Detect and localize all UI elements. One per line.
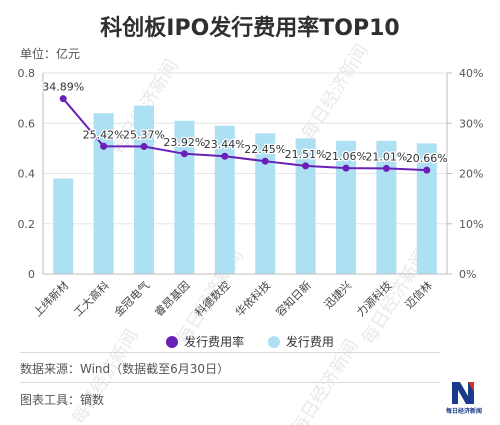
y-left-tick-label: 0.2 (18, 218, 36, 231)
divider-top (20, 352, 440, 353)
point-rate (100, 142, 108, 150)
point-rate (342, 164, 350, 172)
bar-fee (295, 138, 316, 274)
point-rate (302, 162, 310, 170)
publisher-logo-icon (452, 382, 474, 404)
legend-item-rate: 发行费用率 (166, 333, 244, 350)
publisher-logo-text: 每日经济新闻 (445, 408, 482, 415)
bar-fee (255, 133, 276, 274)
labels-layer: 34.89% 25.42%25.37%23.92%23.44%22.45%21.5… (41, 79, 449, 166)
bar-fee (376, 140, 397, 274)
legend-swatch-fee (267, 335, 280, 348)
data-label-rate: 25.42% (83, 128, 125, 141)
bar-fee (416, 143, 437, 274)
bar-fee (93, 113, 114, 274)
y-right-tick-label: 40% (459, 67, 483, 80)
bar-fee (53, 178, 74, 274)
tool-note: 图表工具：镝数 (20, 393, 105, 407)
x-tick-label: 睿昂基因 (152, 278, 193, 319)
data-label-rate: 25.37% (123, 129, 165, 142)
x-tick-label: 工大高科 (71, 278, 112, 319)
y-left-tick-label: 0 (28, 268, 35, 281)
legend: 发行费用率 发行费用 (0, 333, 500, 351)
legend-swatch-rate (166, 335, 179, 348)
y-right-tick-label: 20% (459, 168, 483, 181)
line-rate (62, 98, 427, 172)
point-rate (180, 150, 188, 158)
divider-bottom (20, 382, 440, 383)
chart-title: 科创板IPO发行费用率TOP10 (100, 16, 400, 41)
data-label-rate: 21.01% (365, 150, 407, 163)
watermark-text: 每日经济新闻 (298, 41, 373, 144)
line-layer (59, 95, 431, 174)
bar-fee (214, 125, 235, 274)
point-rate (221, 152, 229, 160)
y-left-tick-label: 0.6 (18, 117, 36, 130)
legend-label-fee: 发行费用 (285, 335, 334, 349)
x-tick-label: 迅捷兴 (321, 278, 354, 311)
point-rate (423, 166, 431, 174)
data-label-rate: 21.51% (285, 148, 327, 161)
y-right-tick-label: 10% (459, 218, 483, 231)
y-right-tick-label: 0% (459, 268, 476, 281)
unit-label: 单位：亿元 (20, 47, 81, 61)
legend-item-fee: 发行费用 (267, 333, 334, 350)
x-tick-label: 华依科技 (232, 278, 273, 319)
bar-fee (336, 140, 356, 274)
x-tick-label: 容知日新 (273, 278, 314, 319)
point-rate (382, 164, 390, 172)
data-label-rate: 22.45% (244, 143, 286, 156)
source-note: 数据来源：Wind（数据截至6月30日） (20, 362, 230, 376)
data-label-rate: 20.66% (406, 152, 448, 165)
point-rate (261, 157, 269, 165)
point-rate (59, 95, 67, 103)
y-left-tick-label: 0.4 (18, 168, 36, 181)
y-right-tick-label: 30% (459, 117, 483, 130)
legend-label-rate: 发行费用率 (184, 335, 245, 349)
data-label-rate: 34.89% (42, 81, 84, 94)
bars-layer (53, 105, 437, 274)
data-label-rate: 21.06% (325, 150, 367, 163)
data-label-rate: 23.92% (163, 136, 205, 149)
y-left-tick-label: 0.8 (18, 67, 36, 80)
x-tick-label: 上纬新材 (30, 278, 71, 319)
bar-fee (174, 120, 195, 274)
data-label-rate: 23.44% (204, 138, 246, 151)
x-tick-label: 金冠电气 (111, 278, 152, 319)
point-rate (140, 143, 148, 151)
